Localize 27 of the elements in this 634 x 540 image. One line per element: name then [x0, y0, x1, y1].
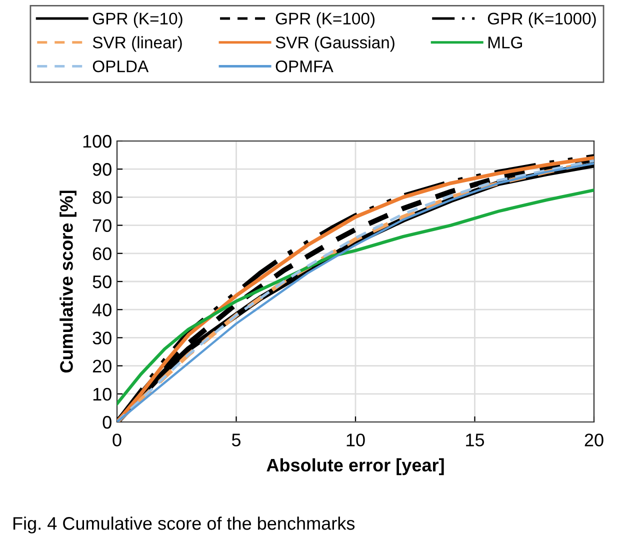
legend-label: OPMFA [276, 60, 334, 72]
y-tick-label: 50 [92, 275, 112, 288]
x-tick-label: 5 [232, 434, 241, 446]
x-axis-title: Absolute error [year] [266, 458, 444, 476]
y-tick-label: 60 [92, 247, 112, 260]
y-tick-label: 10 [93, 388, 112, 401]
caption: Fig. 4 Cumulative score of the benchmarks [13, 516, 355, 534]
y-tick-label: 40 [92, 304, 112, 316]
legend-label: SVR (linear) [92, 36, 182, 52]
y-axis-title: Cumulative score [%] [60, 190, 76, 373]
legend-label: GPR (K=100) [276, 12, 374, 28]
legend-label: OPLDA [92, 60, 149, 72]
x-tick-label: 15 [466, 434, 484, 446]
y-tick-label: 90 [92, 163, 112, 176]
y-tick-label: 80 [92, 191, 112, 204]
y-tick-label: 70 [92, 219, 112, 232]
x-tick-label: 10 [346, 434, 365, 446]
legend-label: GPR (K=1000) [488, 12, 596, 28]
y-tick-label: 0 [102, 416, 112, 429]
x-tick-label: 0 [112, 434, 122, 446]
y-tick-label: 20 [92, 360, 112, 373]
legend-label: SVR (Gaussian) [276, 36, 394, 52]
legend-label: MLG [488, 36, 522, 48]
y-tick-label: 30 [92, 332, 112, 344]
x-tick-label: 20 [584, 434, 604, 446]
legend-label: GPR (K=10) [92, 12, 182, 28]
y-tick-label: 100 [83, 134, 112, 148]
